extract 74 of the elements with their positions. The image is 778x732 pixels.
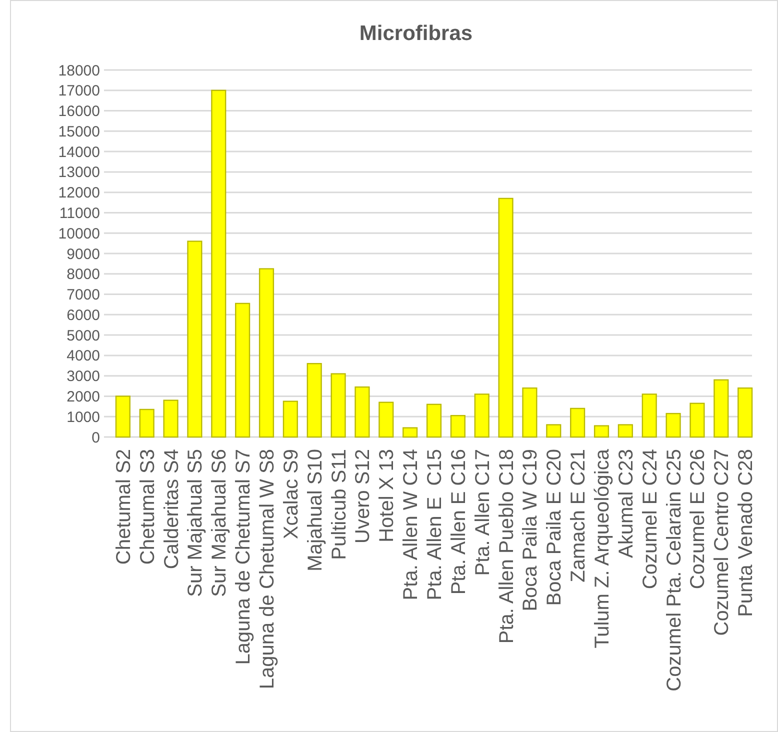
x-tick-label: Chetumal S3 xyxy=(136,449,159,565)
x-tick-label: Cozumel Centro C27 xyxy=(711,449,734,636)
bar xyxy=(378,402,394,438)
x-tick-label: Pta. Allen C17 xyxy=(472,449,494,576)
x-tick-label: Pta. Allen Pueblo C18 xyxy=(496,449,518,644)
bar xyxy=(258,268,274,438)
bar xyxy=(235,302,250,438)
x-tick-label: Akumal C23 xyxy=(615,449,638,558)
x-tick-label: Hotel X 13 xyxy=(376,449,398,542)
y-tick-label: 4000 xyxy=(66,348,100,365)
x-tick-label: Zamach E C21 xyxy=(568,449,590,582)
bar xyxy=(714,379,729,438)
bar xyxy=(546,424,562,438)
x-tick-label: Punta Venado C28 xyxy=(735,449,758,617)
y-tick-label: 10000 xyxy=(58,225,100,242)
y-tick-label: 8000 xyxy=(66,266,100,284)
bar xyxy=(522,387,538,438)
y-tick-label: 7000 xyxy=(66,286,100,304)
bar xyxy=(354,386,370,438)
bar xyxy=(642,394,657,438)
chart-title: Microfibras xyxy=(359,22,473,45)
bar xyxy=(139,408,154,438)
y-tick-label: 13000 xyxy=(58,164,100,182)
bar xyxy=(163,400,178,438)
bar xyxy=(426,404,442,438)
y-tick-label: 17000 xyxy=(58,82,100,100)
y-tick-label: 3000 xyxy=(66,368,100,386)
x-tick-label: Xcalac S9 xyxy=(280,449,302,540)
x-tick-label: Sur Majahual S5 xyxy=(184,449,207,597)
x-tick-label: Pulticub S11 xyxy=(328,449,350,560)
bar xyxy=(402,427,418,438)
y-tick-label: 18000 xyxy=(58,62,100,80)
y-tick-label: 16000 xyxy=(58,103,100,120)
x-tick-label: Boca Paila E C20 xyxy=(544,449,566,606)
bar xyxy=(115,396,130,438)
x-tick-label: Tulum Z. Arqueológica xyxy=(592,448,614,648)
bar xyxy=(474,394,490,438)
bar xyxy=(211,90,226,438)
x-tick-label: Pta. Allen E C15 xyxy=(424,449,446,600)
x-tick-label: Chetumal S2 xyxy=(112,449,135,565)
x-tick-label: Cozumel E C26 xyxy=(687,449,710,590)
bar xyxy=(738,387,753,438)
x-tick-label: Cozumel E C24 xyxy=(639,449,662,590)
bar xyxy=(570,408,586,438)
y-tick-label: 5000 xyxy=(66,327,100,344)
bar xyxy=(450,414,466,438)
y-tick-label: 0 xyxy=(92,429,100,446)
bar xyxy=(618,424,633,438)
y-tick-label: 15000 xyxy=(58,123,100,140)
y-tick-label: 9000 xyxy=(66,246,100,263)
bar xyxy=(282,400,298,438)
x-tick-label: Cozumel Pta. Celarain C25 xyxy=(663,449,686,692)
bar xyxy=(187,240,202,438)
bar xyxy=(666,412,681,438)
x-tick-label: Boca Paila W C19 xyxy=(520,449,542,612)
x-tick-label: Pta. Allen E C16 xyxy=(448,449,470,595)
y-tick-label: 1000 xyxy=(66,408,100,426)
x-tick-label: Uvero S12 xyxy=(352,449,374,544)
x-tick-label: Calderitas S4 xyxy=(160,449,183,570)
y-tick-label: 2000 xyxy=(66,388,100,406)
x-tick-label: Sur Majahual S6 xyxy=(208,449,231,597)
x-tick-label: Majahual S10 xyxy=(304,449,326,572)
bar xyxy=(690,402,705,438)
y-tick-label: 14000 xyxy=(58,144,100,161)
x-tick-label: Pta. Allen W C14 xyxy=(400,449,422,600)
x-tick-label: Laguna de Chetumal W S8 xyxy=(256,449,278,690)
x-tick-label: Laguna de Chetumal S7 xyxy=(232,449,255,665)
bar xyxy=(498,198,514,438)
bar xyxy=(330,373,346,438)
y-tick-label: 12000 xyxy=(58,184,100,202)
y-tick-label: 6000 xyxy=(66,306,100,324)
bar xyxy=(594,425,610,438)
y-tick-label: 11000 xyxy=(59,204,100,222)
bar xyxy=(306,363,322,438)
